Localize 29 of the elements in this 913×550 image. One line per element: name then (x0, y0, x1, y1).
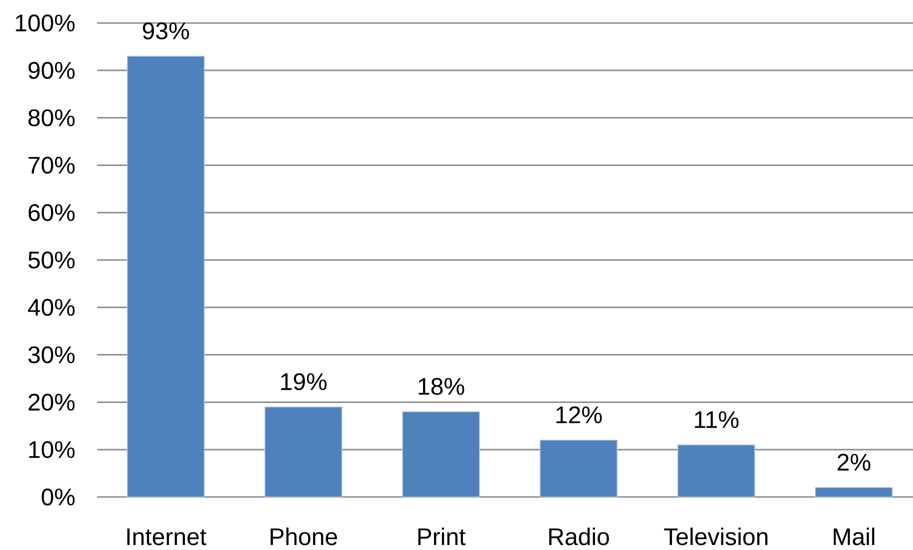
y-tick-label: 10% (29, 441, 75, 458)
y-tick-label: 80% (28, 109, 75, 126)
data-label: 18% (418, 378, 464, 395)
x-tick-label: Phone (270, 528, 338, 546)
bar (677, 444, 756, 498)
y-tick-label: 20% (28, 394, 75, 411)
y-tick-label: 60% (28, 204, 75, 222)
data-label: 2% (838, 454, 870, 471)
y-tick-label: 0% (42, 488, 75, 506)
x-tick-label: Radio (549, 528, 609, 546)
y-tick-label: 70% (28, 156, 75, 174)
bar (264, 406, 342, 498)
bar (126, 56, 205, 498)
x-tick-label: Internet (127, 528, 206, 546)
data-label: 12% (556, 406, 602, 424)
y-tick-label: 40% (28, 298, 75, 316)
data-label: 93% (142, 22, 189, 40)
y-tick-label: 90% (28, 62, 75, 79)
data-label: 19% (281, 373, 327, 390)
x-tick-label: Television (664, 528, 768, 546)
x-tick-label: Print (418, 528, 466, 546)
bar (402, 411, 480, 498)
y-tick-label: 50% (28, 252, 75, 268)
bar (814, 487, 893, 498)
x-tick-label: Mail (834, 528, 874, 546)
bar (540, 440, 618, 498)
y-tick-label: 100% (16, 14, 75, 32)
data-label: 11% (694, 411, 738, 428)
y-tick-label: 30% (28, 346, 75, 364)
